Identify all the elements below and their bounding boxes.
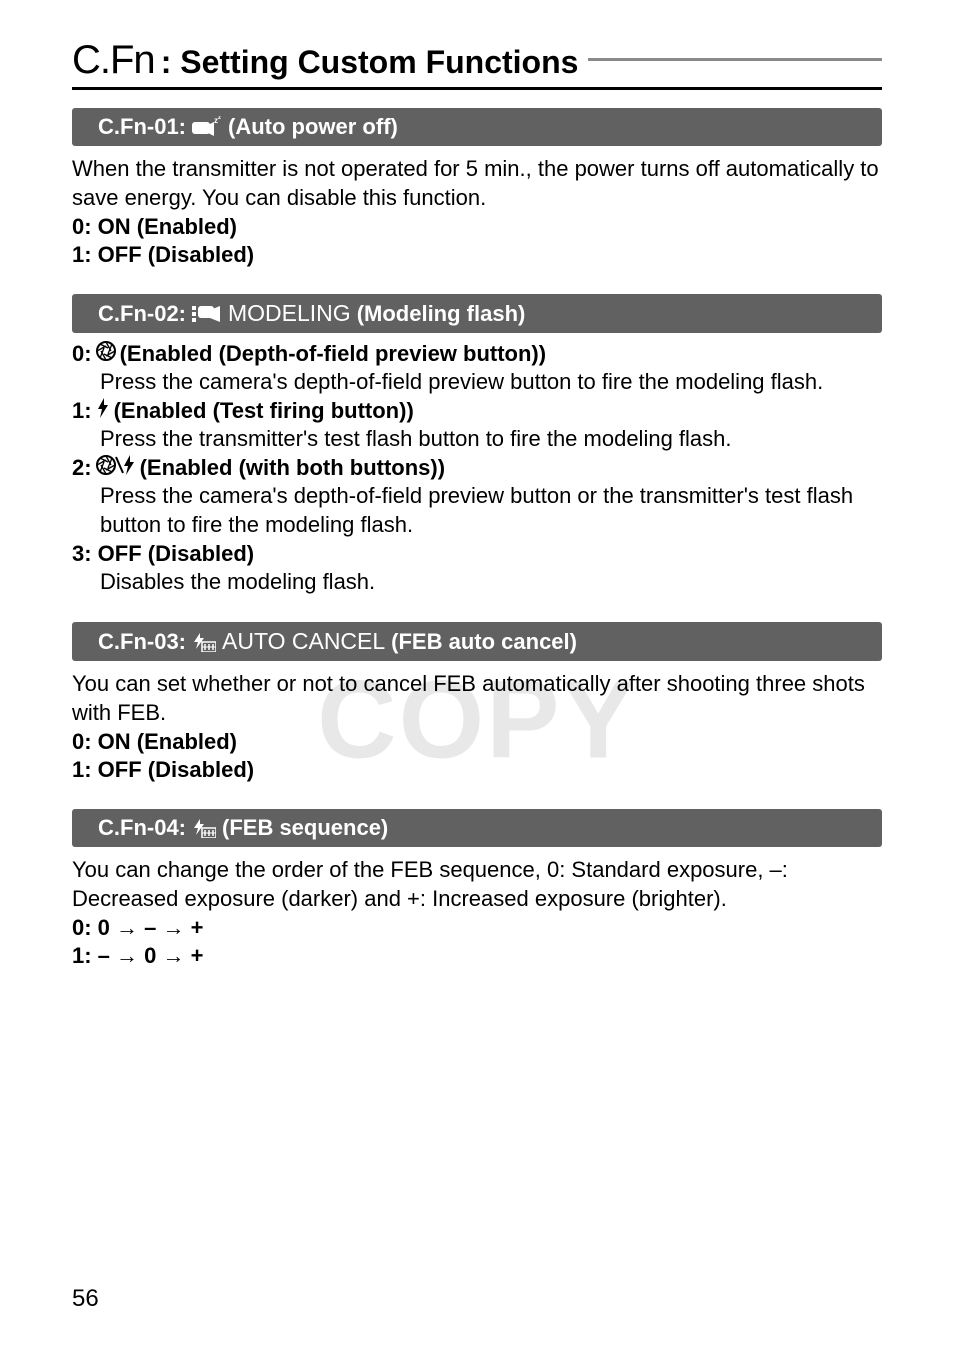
cfn04-opt1: 1: – → 0 → + — [72, 943, 882, 969]
aperture-bolt-icon — [96, 455, 136, 481]
cfn01-label-post: (Auto power off) — [228, 114, 398, 140]
sleep-icon: z z — [192, 116, 222, 138]
cfn01-label-pre: C.Fn-01: — [98, 114, 186, 140]
cfn02-opt1-post: (Enabled (Test firing button)) — [114, 398, 414, 424]
cfn03-label-mid: AUTO CANCEL — [222, 628, 385, 655]
cfn03-body: You can set whether or not to cancel FEB… — [72, 669, 882, 727]
cfn02-opt1-desc: Press the transmitter's test flash butto… — [100, 424, 882, 453]
cfn02-opt3-desc: Disables the modeling flash. — [100, 567, 882, 596]
aperture-icon — [96, 341, 116, 367]
flash-rect-icon — [192, 304, 222, 324]
section-header-cfn03: C.Fn-03: AUTO CANCEL (FEB auto cancel) — [72, 622, 882, 661]
cfn01-opt0: 0: ON (Enabled) — [72, 214, 882, 240]
cfn04-opt0: 0: 0 → – → + — [72, 915, 882, 941]
page-title-row: C.Fn : Setting Custom Functions — [72, 38, 882, 90]
cfn02-opt1-pre: 1: — [72, 398, 92, 424]
cfn02-opt2-post: (Enabled (with both buttons)) — [140, 455, 446, 481]
cfn02-opt0: 0: (Enabled (Depth-of-field preview butt… — [72, 341, 882, 367]
cfn02-opt3: 3: OFF (Disabled) — [72, 541, 882, 567]
title-prefix: C.Fn — [72, 38, 155, 83]
cfn03-opt1: 1: OFF (Disabled) — [72, 757, 882, 783]
section-header-cfn02: C.Fn-02: MODELING (Modeling flash) — [72, 294, 882, 333]
svg-text:z: z — [218, 116, 221, 121]
cfn02-opt0-pre: 0: — [72, 341, 92, 367]
cfn02-opt2: 2: (Enabled (with both buttons)) — [72, 455, 882, 481]
page-number: 56 — [72, 1285, 99, 1313]
cfn01-body: When the transmitter is not operated for… — [72, 154, 882, 212]
title-text: : Setting Custom Functions — [161, 44, 579, 81]
cfn03-label-post: (FEB auto cancel) — [391, 629, 577, 655]
cfn03-label-pre: C.Fn-03: — [98, 629, 186, 655]
cfn02-label-mid: MODELING — [228, 300, 351, 327]
cfn02-label-post: (Modeling flash) — [357, 301, 526, 327]
cfn03-opt0: 0: ON (Enabled) — [72, 729, 882, 755]
cfn02-opt1: 1: (Enabled (Test firing button)) — [72, 398, 882, 424]
feb-icon — [192, 632, 216, 652]
cfn04-body: You can change the order of the FEB sequ… — [72, 855, 882, 913]
cfn02-label-pre: C.Fn-02: — [98, 301, 186, 327]
cfn04-label-pre: C.Fn-04: — [98, 815, 186, 841]
feb-icon — [192, 818, 216, 838]
section-header-cfn01: C.Fn-01: z z (Auto power off) — [72, 108, 882, 146]
cfn01-opt1: 1: OFF (Disabled) — [72, 242, 882, 268]
bolt-icon — [96, 398, 110, 424]
title-rule-tail — [588, 58, 882, 61]
cfn04-label-post: (FEB sequence) — [222, 815, 388, 841]
cfn02-opt0-post: (Enabled (Depth-of-field preview button)… — [120, 341, 547, 367]
cfn02-opt0-desc: Press the camera's depth-of-field previe… — [100, 367, 882, 396]
cfn02-opt2-pre: 2: — [72, 455, 92, 481]
section-header-cfn04: C.Fn-04: (FEB sequence) — [72, 809, 882, 847]
cfn02-opt2-desc: Press the camera's depth-of-field previe… — [100, 481, 882, 539]
